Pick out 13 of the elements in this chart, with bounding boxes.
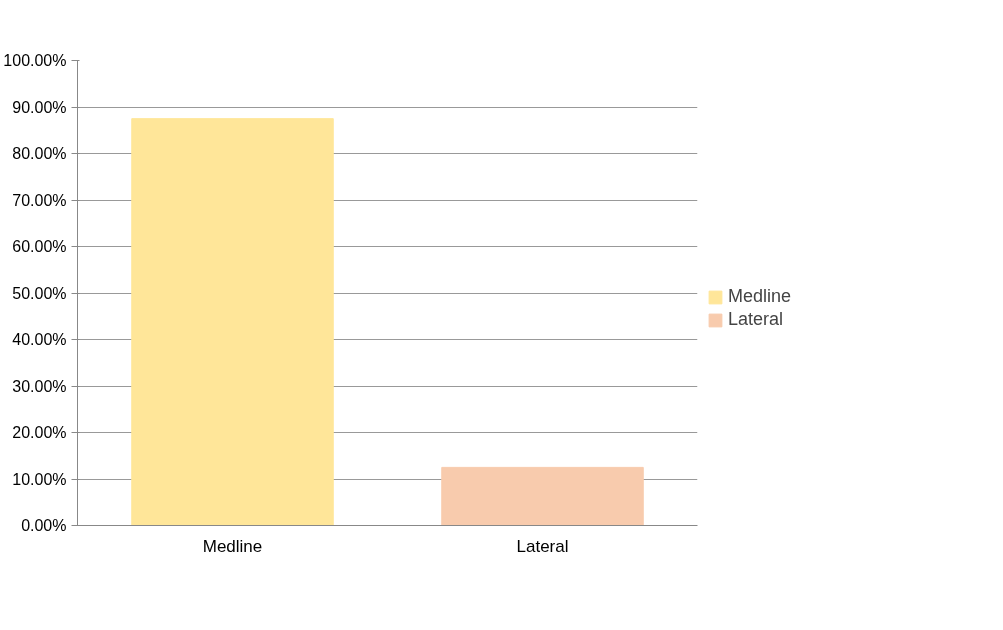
y-tick-label: 20.00%: [12, 424, 67, 441]
y-tick-label: 90.00%: [12, 98, 67, 116]
y-tick-label: 80.00%: [12, 145, 67, 162]
legend-label: Medline: [728, 286, 792, 307]
y-tick-label: 60.00%: [12, 238, 67, 255]
y-tick-label: 40.00%: [12, 331, 67, 348]
y-tick-label: 70.00%: [12, 191, 67, 209]
y-tick-label: 30.00%: [12, 377, 67, 395]
y-tick-label: 10.00%: [12, 470, 67, 488]
y-tick-label: 100.00%: [3, 52, 67, 69]
legend-label: Lateral: [728, 309, 784, 330]
y-tick-label: 50.00%: [12, 284, 67, 302]
y-tick-label: 0.00%: [21, 517, 67, 534]
